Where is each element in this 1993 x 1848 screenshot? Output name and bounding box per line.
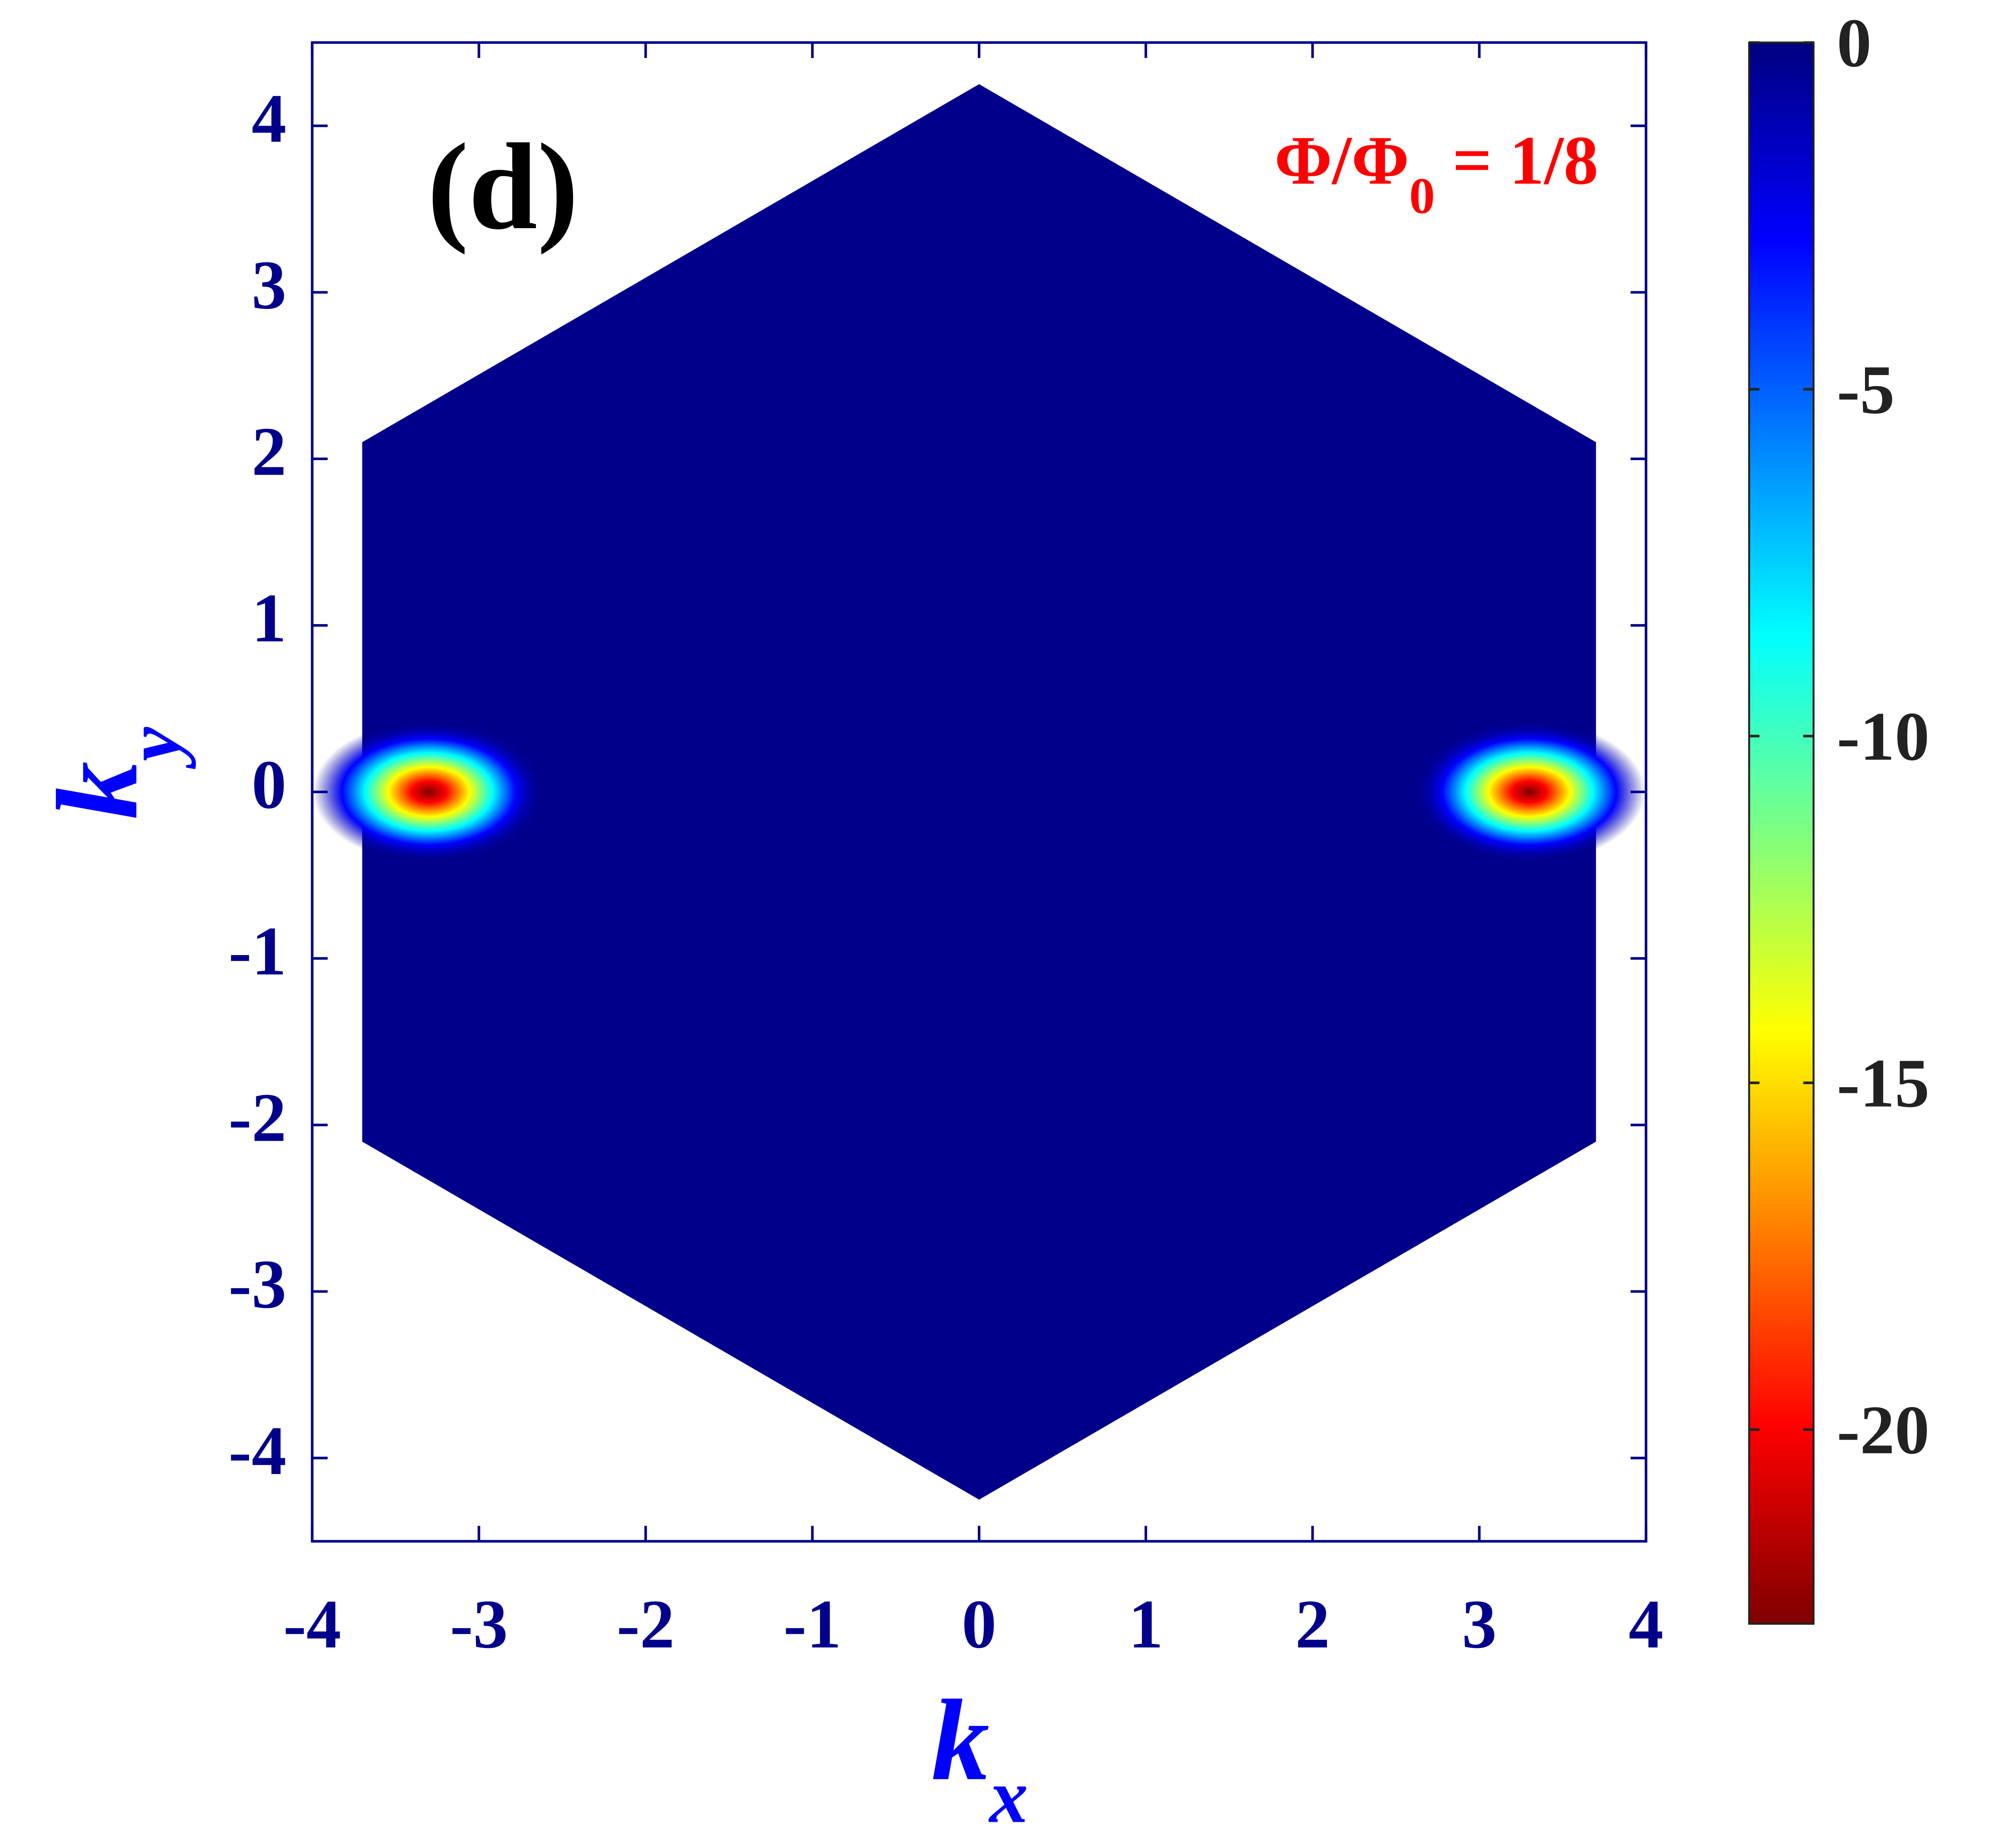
colorbar-tick-label: 0 (1837, 5, 1872, 82)
hotspot (1413, 721, 1646, 863)
x-tick-label: 2 (1295, 1586, 1330, 1663)
x-tick-label: -4 (283, 1586, 341, 1663)
colorbar-tick-label: -15 (1837, 1045, 1930, 1122)
y-tick-label: -2 (229, 1079, 287, 1156)
y-tick-label: -1 (229, 913, 287, 990)
x-tick-label: 3 (1462, 1586, 1497, 1663)
annotation-part: = 1/8 (1435, 122, 1598, 199)
y-tick-label: 0 (252, 746, 287, 823)
hotspot (313, 721, 545, 863)
region (362, 84, 1596, 1500)
heatmap (313, 84, 1646, 1500)
x-tick-label: -1 (783, 1586, 841, 1663)
colorbar (1748, 41, 1815, 1625)
x-tick-label: 0 (962, 1586, 996, 1663)
y-tick-label: 3 (252, 246, 287, 323)
y-tick-label: 1 (252, 580, 287, 657)
annotation-sub: 0 (1409, 167, 1435, 224)
y-tick-label: -3 (229, 1246, 287, 1323)
x-label-sub: x (988, 1754, 1028, 1839)
annotation-part: Φ/Φ (1274, 122, 1409, 199)
y-tick-label: -4 (229, 1412, 287, 1489)
colorbar-tick-label: -5 (1837, 351, 1895, 428)
y-axis-label: ky (33, 726, 196, 819)
x-tick-label: 4 (1629, 1586, 1663, 1663)
y-tick-label: 2 (252, 413, 287, 490)
x-tick-label: -2 (617, 1586, 675, 1663)
annotation: Φ/Φ0 = 1/8 (1274, 122, 1598, 224)
colorbar-tick-label: -20 (1837, 1392, 1930, 1469)
x-tick-label: -3 (450, 1586, 508, 1663)
y-tick-label: 4 (252, 80, 287, 157)
x-axis-label: kx (931, 1676, 1028, 1839)
y-label-main: k (33, 761, 162, 819)
x-tick-label: 1 (1129, 1586, 1163, 1663)
colorbar-tick-label: -10 (1837, 698, 1930, 775)
x-label-main: k (931, 1676, 989, 1805)
panel-label: (d) (427, 118, 579, 255)
